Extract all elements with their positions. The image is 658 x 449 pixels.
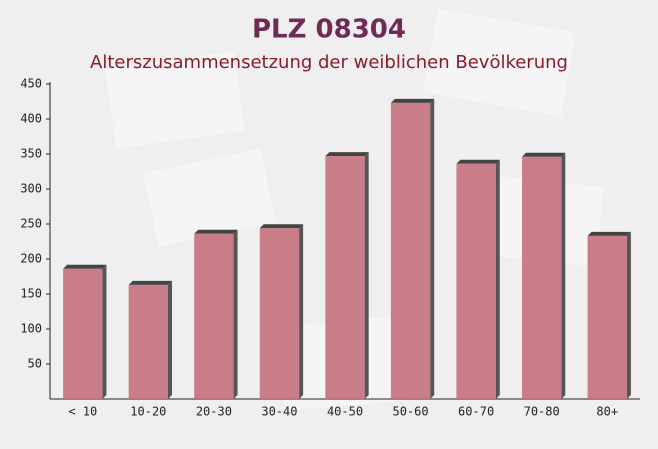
y-tick-label: 400 [20,112,42,126]
bar-side [102,264,107,399]
y-tick-label: 300 [20,182,42,196]
y-tick-label: 100 [20,322,42,336]
x-tick-label: 60-70 [458,405,494,419]
x-tick-label: < 10 [68,405,97,419]
bar [194,233,234,399]
x-tick-label: 20-30 [196,405,232,419]
bar-side [495,159,500,399]
bar [456,163,496,399]
bar [522,156,562,399]
y-tick-label: 250 [20,217,42,231]
bar [587,235,627,399]
bar-side [233,229,238,399]
bar-side [626,231,631,399]
x-tick-label: 40-50 [327,405,363,419]
x-tick-label: 50-60 [392,405,428,419]
bar-top [522,152,566,157]
bar [390,102,431,400]
chart-subtitle: Alterszusammensetzung der weiblichen Bev… [90,52,568,73]
bar-side [168,280,172,399]
x-tick-label: 70-80 [524,405,560,419]
y-tick-label: 50 [28,357,42,371]
x-tick-label: 80+ [596,405,618,419]
bar-top [456,159,500,164]
x-tick-label: 10-20 [130,405,166,419]
chart-title: PLZ 08304 [252,15,406,45]
x-tick-label: 30-40 [261,405,297,419]
bar-top [325,152,369,157]
bar [325,156,365,399]
bar-top [390,98,435,103]
bar-top [194,229,238,234]
y-tick-label: 450 [20,77,42,91]
bar-side [430,98,435,400]
y-tick-label: 200 [20,252,42,266]
y-tick-label: 350 [20,147,42,161]
bar-top [128,280,172,285]
bar [63,268,103,399]
bar-top [587,231,631,236]
bar-side [364,152,369,399]
bar [128,284,168,399]
y-tick-label: 150 [20,287,42,301]
bar-side [299,224,304,399]
bar-side [561,152,566,399]
bar-top [259,224,304,229]
bar-top [63,264,107,269]
bar [259,228,300,399]
